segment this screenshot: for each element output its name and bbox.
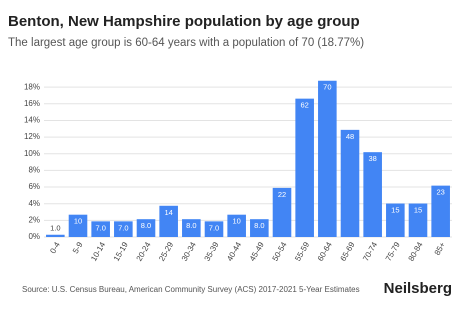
- x-tick-label: 40-44: [225, 240, 243, 263]
- x-tick-label: 15-19: [112, 240, 130, 263]
- data-label: 23: [436, 188, 444, 197]
- bar: [408, 203, 428, 237]
- data-label: 7.0: [95, 223, 105, 232]
- bar: [295, 98, 314, 238]
- data-label: 62: [300, 101, 308, 110]
- x-tick-label: 80-84: [407, 240, 425, 263]
- y-tick-label: 6%: [28, 182, 40, 191]
- x-tick-label: 55-59: [293, 240, 311, 263]
- x-tick-label: 75-79: [384, 240, 402, 263]
- x-tick-label: 65-69: [339, 240, 357, 263]
- data-label: 15: [391, 206, 399, 215]
- data-label: 1.0: [50, 224, 60, 233]
- bar: [363, 152, 382, 237]
- bar: [136, 219, 156, 237]
- bar: [46, 234, 65, 237]
- y-tick-label: 18%: [24, 82, 40, 91]
- data-label: 8.0: [254, 221, 264, 230]
- y-tick-label: 2%: [28, 215, 40, 224]
- bar: [250, 219, 269, 237]
- bar: [431, 185, 450, 237]
- x-tick-label: 50-54: [271, 240, 289, 263]
- x-tick-label: 10-14: [89, 240, 107, 263]
- data-label: 7.0: [209, 223, 219, 232]
- data-label: 7.0: [118, 223, 128, 232]
- data-label: 15: [414, 206, 422, 215]
- bar: [340, 129, 360, 237]
- bar: [227, 214, 246, 237]
- data-label: 8.0: [141, 221, 151, 230]
- x-tick-label: 70-74: [361, 240, 379, 263]
- bar: [204, 221, 224, 237]
- data-label: 10: [74, 217, 82, 226]
- x-tick-label: 0-4: [48, 240, 62, 255]
- x-tick-label: 5-9: [71, 240, 85, 255]
- data-label: 10: [232, 217, 240, 226]
- data-label: 70: [323, 83, 331, 92]
- x-tick-label: 30-34: [180, 240, 198, 263]
- source: Source: U.S. Census Bureau, American Com…: [22, 285, 360, 294]
- x-tick-label: 45-49: [248, 240, 266, 263]
- bar: [159, 205, 178, 237]
- bar: [272, 187, 292, 237]
- x-tick-label: 60-64: [316, 240, 334, 263]
- y-tick-label: 10%: [24, 149, 40, 158]
- data-label: 14: [164, 208, 172, 217]
- brand: Neilsberg: [384, 280, 452, 297]
- bar: [114, 221, 133, 237]
- y-tick-label: 12%: [24, 132, 40, 141]
- bar: [318, 80, 337, 237]
- bar: [68, 214, 88, 237]
- data-label: 8.0: [186, 221, 196, 230]
- y-tick-label: 0%: [28, 232, 40, 241]
- bar: [182, 219, 201, 237]
- data-label: 22: [278, 190, 286, 199]
- chart-subtitle: The largest age group is 60-64 years wit…: [8, 37, 364, 49]
- bar: [91, 221, 110, 237]
- y-tick-label: 8%: [28, 166, 40, 175]
- y-tick-label: 4%: [28, 199, 40, 208]
- data-label: 48: [346, 132, 354, 141]
- y-tick-label: 14%: [24, 116, 40, 125]
- x-tick-label: 20-24: [135, 240, 153, 263]
- chart-title: Benton, New Hampshire population by age …: [8, 13, 360, 30]
- x-tick-label: 85+: [433, 240, 448, 257]
- y-tick-label: 16%: [24, 99, 40, 108]
- x-tick-label: 35-39: [203, 240, 221, 263]
- data-label: 38: [368, 154, 376, 163]
- x-tick-label: 25-29: [157, 240, 175, 263]
- bar: [386, 203, 405, 237]
